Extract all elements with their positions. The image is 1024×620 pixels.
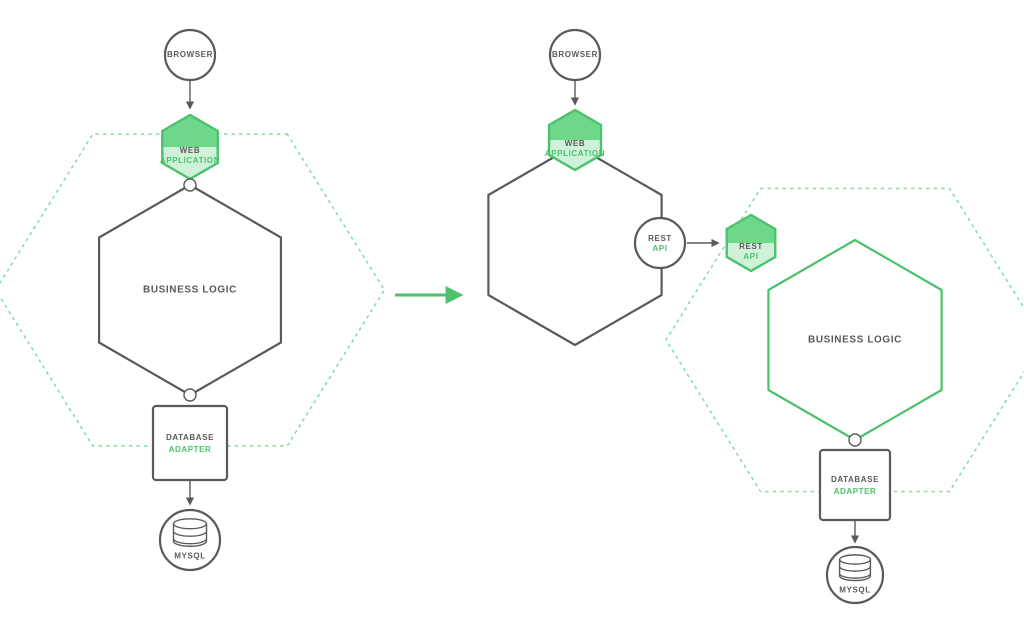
db-adapter-label-1-right: DATABASE xyxy=(831,475,879,484)
business-logic-label: BUSINESS LOGIC xyxy=(143,285,237,296)
port-bottom-right xyxy=(849,434,861,446)
port-top xyxy=(184,179,196,191)
web-app-label-2-right: APPLICATION xyxy=(545,149,605,158)
port-bottom xyxy=(184,389,196,401)
mysql-label: MYSQL xyxy=(174,552,205,561)
browser-label: BROWSER xyxy=(167,50,213,59)
database-adapter-node xyxy=(153,406,227,480)
browser-label-right: BROWSER xyxy=(552,50,598,59)
web-app-label-2: APPLICATION xyxy=(160,156,220,165)
rest-api-port-label-1: REST xyxy=(648,234,672,243)
web-app-label-1-right: WEB xyxy=(565,139,585,148)
rest-api-port-label-2: API xyxy=(652,244,667,253)
database-adapter-node-right xyxy=(820,450,890,520)
web-app-hexagon-top xyxy=(162,115,217,147)
db-adapter-label-2-right: ADAPTER xyxy=(834,487,877,496)
db-adapter-label-2: ADAPTER xyxy=(169,445,212,454)
db-adapter-label-1: DATABASE xyxy=(166,433,214,442)
business-logic-label-right: BUSINESS LOGIC xyxy=(808,335,902,346)
rest-api-adapter-label-2: API xyxy=(743,252,758,261)
rest-api-adapter-label-1: REST xyxy=(739,242,763,251)
mysql-label-right: MYSQL xyxy=(839,586,870,595)
web-app-label-1: WEB xyxy=(180,146,200,155)
